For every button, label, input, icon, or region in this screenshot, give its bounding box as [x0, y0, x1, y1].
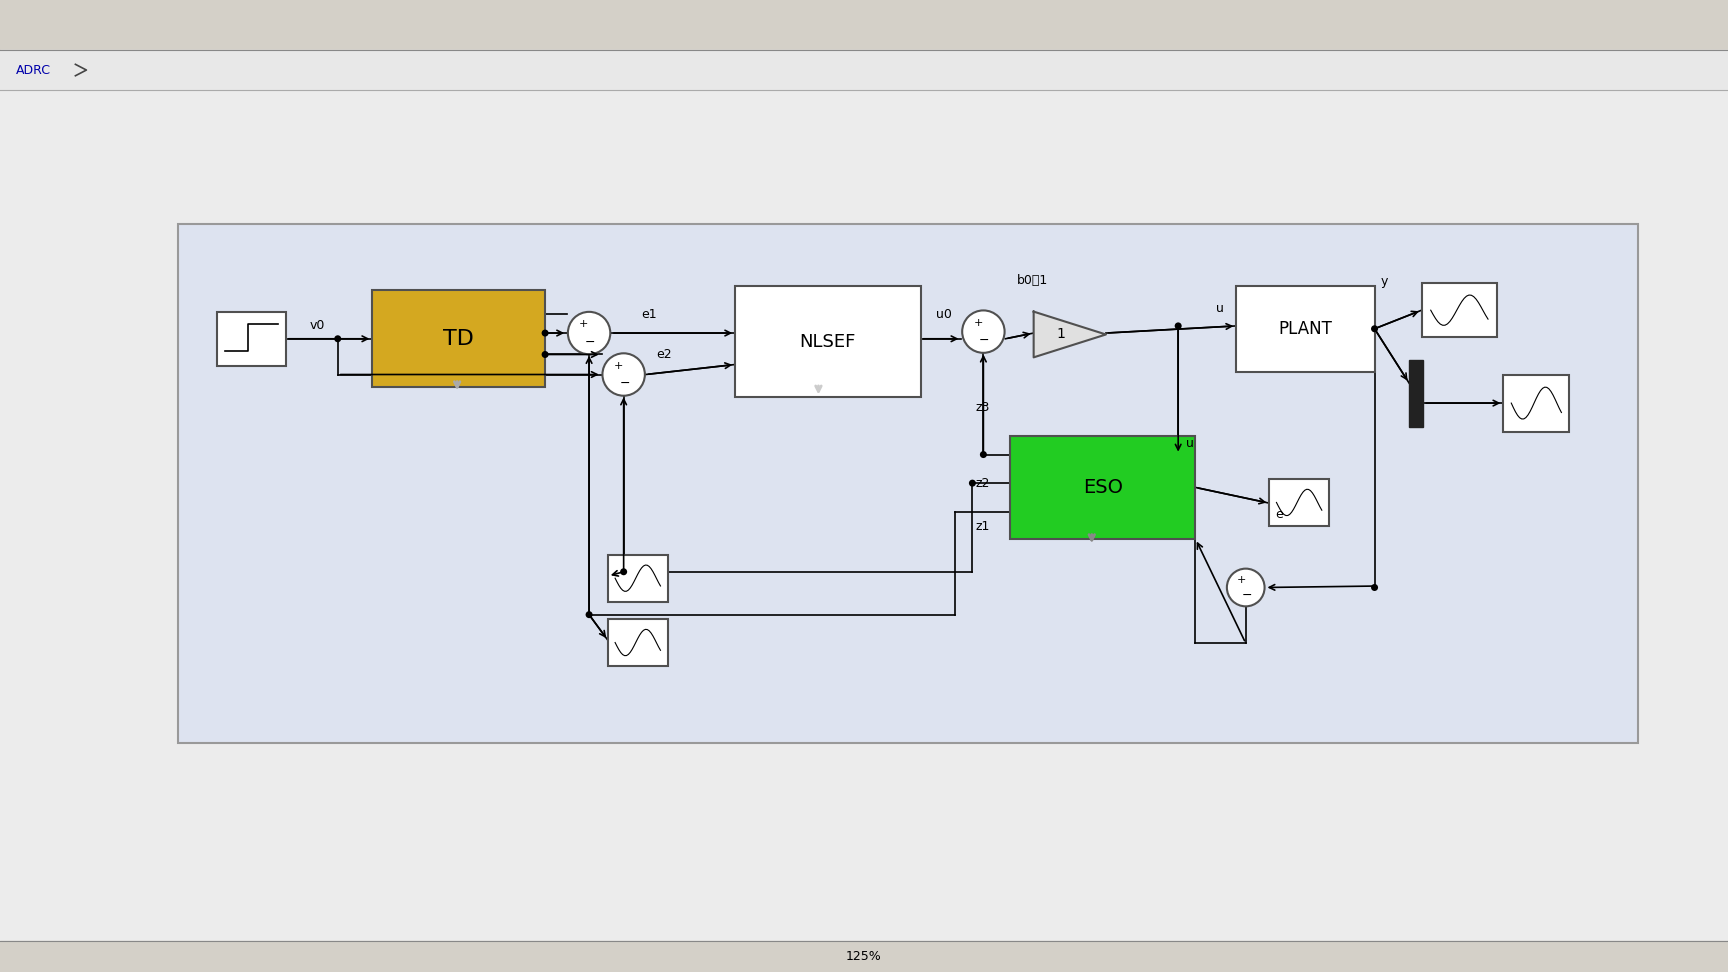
Bar [0, 50, 1728, 90]
Text: −: − [584, 335, 596, 348]
Circle shape [541, 330, 548, 336]
FancyBboxPatch shape [216, 312, 285, 365]
Circle shape [1175, 323, 1182, 330]
Circle shape [603, 353, 645, 396]
Bar [0, 0, 1728, 50]
FancyBboxPatch shape [608, 619, 667, 666]
Text: +: + [973, 318, 983, 328]
FancyBboxPatch shape [1503, 374, 1569, 432]
Text: 125%: 125% [847, 950, 881, 963]
FancyBboxPatch shape [1422, 283, 1496, 337]
Circle shape [586, 611, 593, 618]
Text: NLSEF: NLSEF [800, 332, 855, 351]
Text: z2: z2 [976, 476, 990, 490]
Circle shape [1370, 326, 1377, 332]
Text: +: + [579, 319, 589, 330]
Text: ESO: ESO [1083, 478, 1123, 497]
Circle shape [962, 310, 1004, 353]
Text: u: u [1185, 436, 1194, 450]
Text: ADRC: ADRC [16, 63, 50, 77]
Text: 1: 1 [1058, 328, 1066, 341]
Text: u0: u0 [937, 308, 952, 321]
Text: +: + [613, 361, 624, 370]
Text: e2: e2 [657, 348, 672, 361]
FancyBboxPatch shape [734, 286, 921, 398]
Circle shape [620, 569, 627, 575]
Text: z1: z1 [976, 519, 990, 533]
FancyBboxPatch shape [1270, 479, 1329, 526]
Bar [1408, 361, 1424, 428]
FancyBboxPatch shape [1011, 436, 1196, 538]
Text: +: + [1236, 574, 1246, 584]
Circle shape [969, 479, 976, 487]
Text: e: e [1275, 508, 1284, 521]
Text: v0: v0 [309, 320, 325, 332]
Circle shape [1370, 584, 1377, 591]
Text: TD: TD [444, 329, 473, 349]
Text: −: − [1241, 589, 1251, 602]
FancyBboxPatch shape [608, 555, 667, 602]
FancyBboxPatch shape [372, 291, 544, 388]
Circle shape [980, 451, 987, 458]
Text: e1: e1 [641, 308, 657, 321]
Text: b0为1: b0为1 [1016, 274, 1047, 287]
FancyBboxPatch shape [178, 225, 1638, 744]
Text: z3: z3 [976, 400, 990, 414]
Text: −: − [619, 377, 631, 390]
Bar [0, 941, 1728, 972]
Circle shape [1227, 569, 1265, 607]
Text: u: u [1217, 302, 1223, 315]
Text: −: − [980, 334, 990, 347]
Text: y: y [1381, 275, 1388, 288]
Circle shape [569, 312, 610, 354]
Polygon shape [1033, 312, 1106, 358]
FancyBboxPatch shape [1236, 286, 1374, 371]
Circle shape [541, 351, 548, 358]
Circle shape [334, 335, 340, 342]
Text: PLANT: PLANT [1279, 320, 1332, 337]
